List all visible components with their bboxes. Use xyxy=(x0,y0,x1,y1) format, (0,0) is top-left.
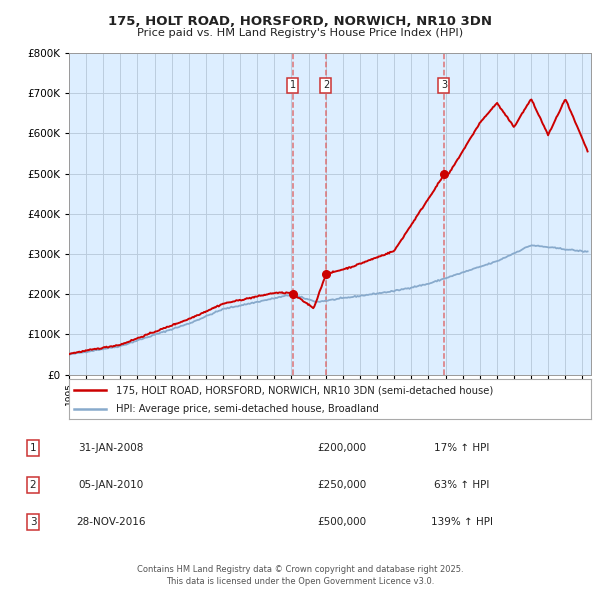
Text: 175, HOLT ROAD, HORSFORD, NORWICH, NR10 3DN (semi-detached house): 175, HOLT ROAD, HORSFORD, NORWICH, NR10 … xyxy=(116,385,493,395)
Text: 05-JAN-2010: 05-JAN-2010 xyxy=(79,480,143,490)
Text: £200,000: £200,000 xyxy=(317,443,367,453)
Text: 63% ↑ HPI: 63% ↑ HPI xyxy=(434,480,490,490)
Text: 17% ↑ HPI: 17% ↑ HPI xyxy=(434,443,490,453)
Text: 139% ↑ HPI: 139% ↑ HPI xyxy=(431,517,493,527)
Text: 28-NOV-2016: 28-NOV-2016 xyxy=(76,517,146,527)
Text: 1: 1 xyxy=(290,80,296,90)
Text: 2: 2 xyxy=(29,480,37,490)
Text: £250,000: £250,000 xyxy=(317,480,367,490)
Text: 3: 3 xyxy=(441,80,447,90)
Text: 175, HOLT ROAD, HORSFORD, NORWICH, NR10 3DN: 175, HOLT ROAD, HORSFORD, NORWICH, NR10 … xyxy=(108,15,492,28)
Text: 1: 1 xyxy=(29,443,37,453)
Text: HPI: Average price, semi-detached house, Broadland: HPI: Average price, semi-detached house,… xyxy=(116,404,379,414)
Text: Contains HM Land Registry data © Crown copyright and database right 2025.
This d: Contains HM Land Registry data © Crown c… xyxy=(137,565,463,586)
Text: 3: 3 xyxy=(29,517,37,527)
Text: £500,000: £500,000 xyxy=(317,517,367,527)
Text: 2: 2 xyxy=(323,80,329,90)
Text: 31-JAN-2008: 31-JAN-2008 xyxy=(79,443,143,453)
Text: Price paid vs. HM Land Registry's House Price Index (HPI): Price paid vs. HM Land Registry's House … xyxy=(137,28,463,38)
